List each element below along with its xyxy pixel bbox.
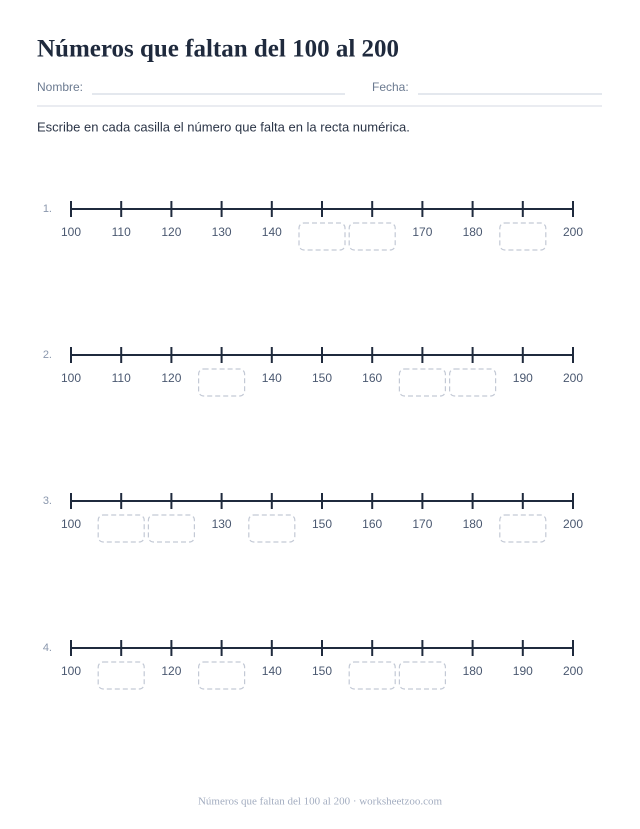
- tick-label: 120: [161, 225, 181, 239]
- answer-box: [348, 222, 396, 251]
- tick-label: 100: [61, 225, 81, 239]
- answer-box: [248, 514, 296, 543]
- answer-box: [97, 661, 145, 690]
- tick-label: 200: [563, 517, 583, 531]
- tick-label: 140: [262, 664, 282, 678]
- tick-label: 190: [513, 371, 533, 385]
- answer-box: [97, 514, 145, 543]
- answer-box: [147, 514, 195, 543]
- title: Números que faltan del 100 al 200: [37, 36, 399, 63]
- tick-label: 120: [161, 371, 181, 385]
- tick-label: 140: [262, 371, 282, 385]
- answer-box: [449, 368, 497, 397]
- tick-label: 180: [463, 225, 483, 239]
- tick-label: 180: [463, 517, 483, 531]
- item-number: 3.: [43, 495, 52, 507]
- instruction: Escribe en cada casilla el número que fa…: [37, 119, 410, 134]
- tick-label: 150: [312, 517, 332, 531]
- tick-label: 200: [563, 225, 583, 239]
- tick-label: 100: [61, 517, 81, 531]
- tick-label: 200: [563, 664, 583, 678]
- tick-label: 150: [312, 664, 332, 678]
- tick-label: 170: [412, 517, 432, 531]
- tick-label: 140: [262, 225, 282, 239]
- answer-box: [298, 222, 346, 251]
- tick-label: 100: [61, 664, 81, 678]
- answer-box: [499, 514, 547, 543]
- tick-label: 200: [563, 371, 583, 385]
- item-number: 2.: [43, 349, 52, 361]
- tick-label: 150: [312, 371, 332, 385]
- item-number: 1.: [43, 203, 52, 215]
- tick-label: 130: [212, 225, 232, 239]
- tick-label: 100: [61, 371, 81, 385]
- tick-label: 180: [463, 664, 483, 678]
- answer-box: [198, 661, 246, 690]
- tick-label: 160: [362, 517, 382, 531]
- date-label: Fecha:: [372, 80, 409, 94]
- name-label: Nombre:: [37, 80, 83, 94]
- tick-label: 120: [161, 664, 181, 678]
- tick-label: 190: [513, 664, 533, 678]
- answer-box: [398, 368, 446, 397]
- tick-label: 170: [412, 225, 432, 239]
- tick-label: 160: [362, 371, 382, 385]
- item-number: 4.: [43, 642, 52, 654]
- answer-box: [398, 661, 446, 690]
- tick-label: 130: [212, 517, 232, 531]
- tick-label: 110: [112, 225, 131, 239]
- answer-box: [198, 368, 246, 397]
- footer: Números que faltan del 100 al 200 · work…: [198, 796, 443, 808]
- answer-box: [499, 222, 547, 251]
- tick-label: 110: [112, 371, 131, 385]
- answer-box: [348, 661, 396, 690]
